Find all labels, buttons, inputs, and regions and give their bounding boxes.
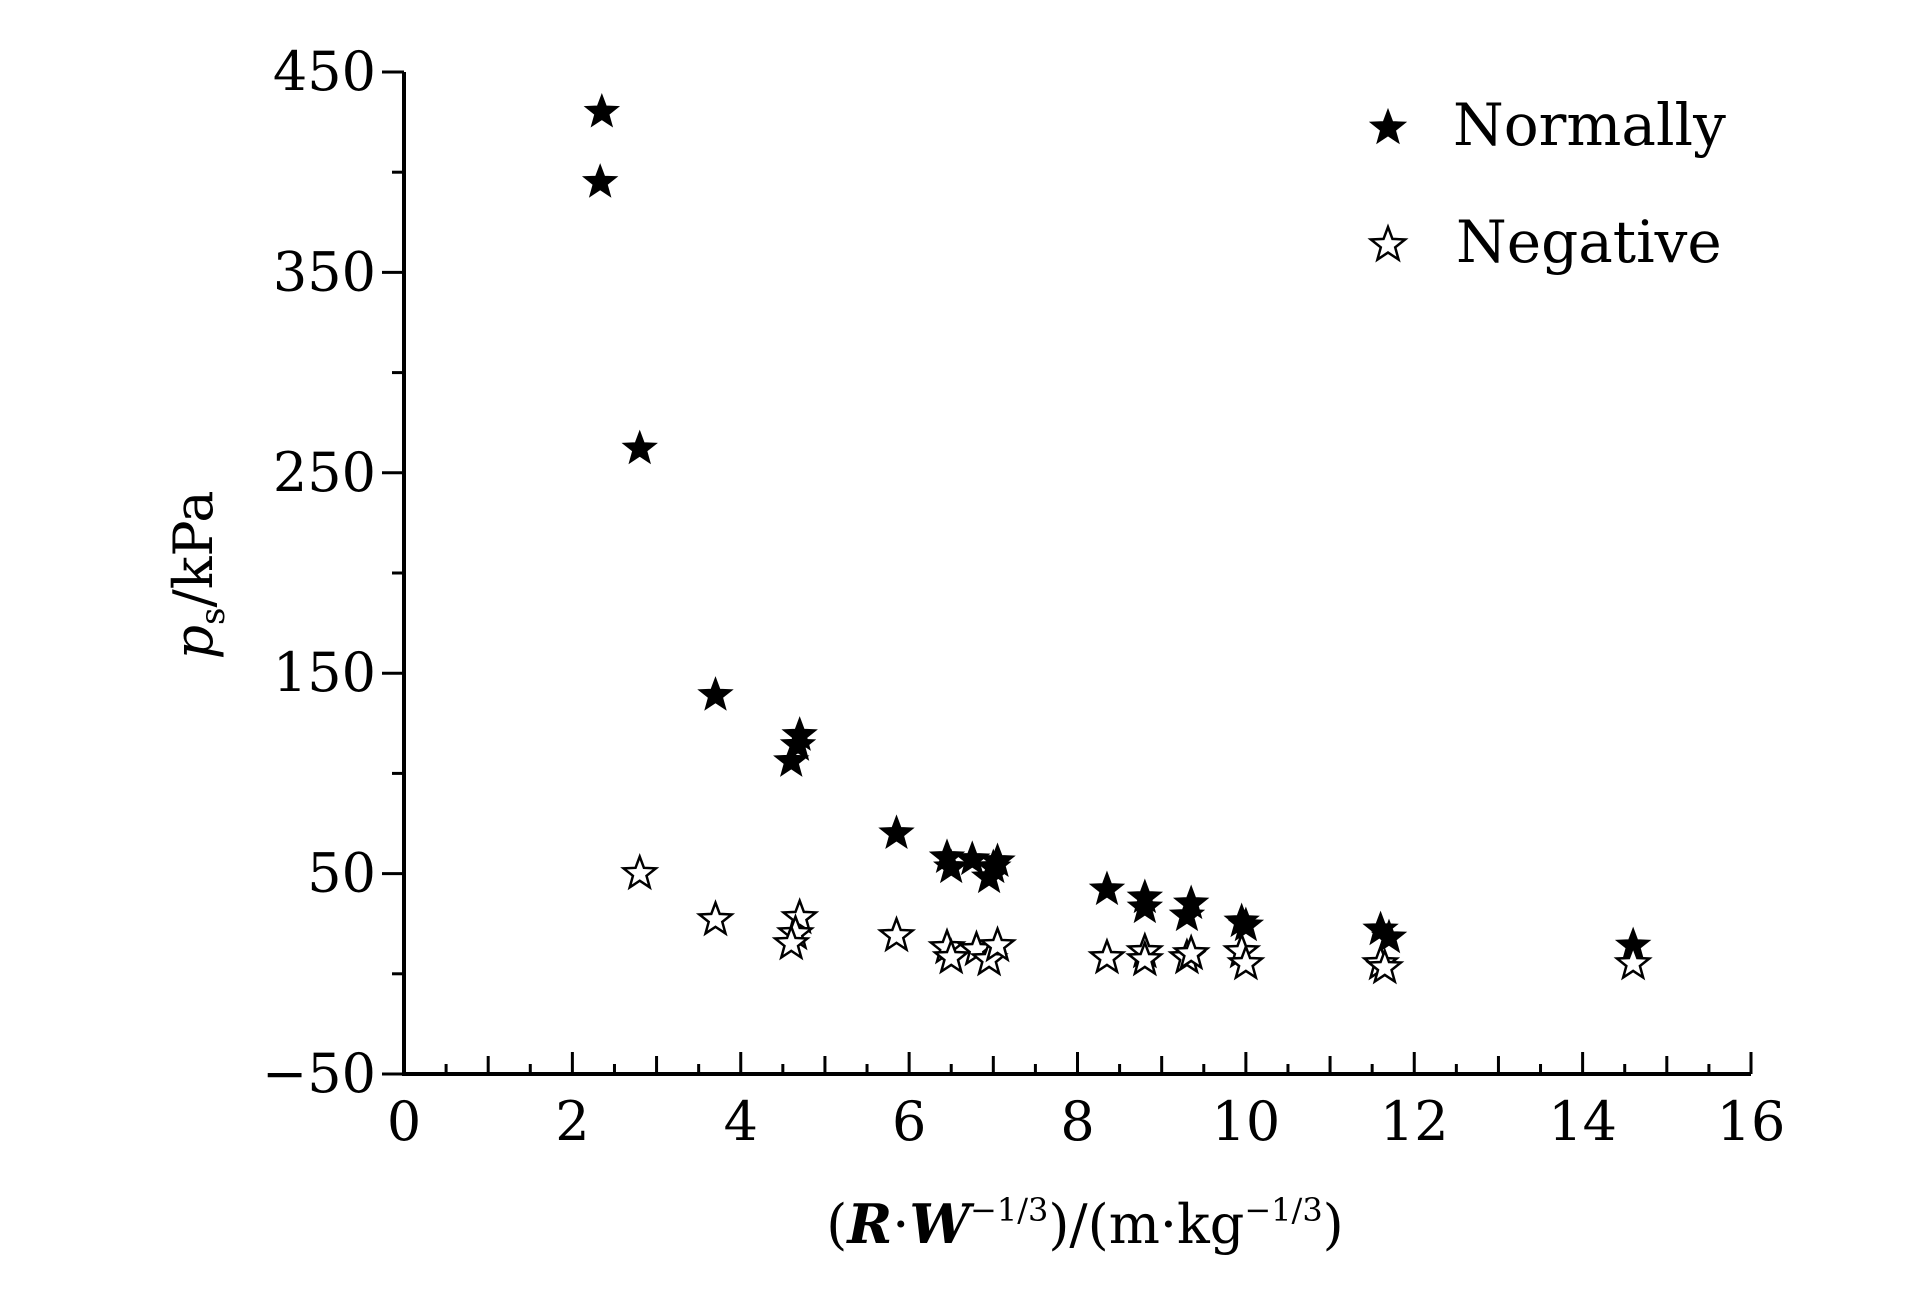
x-tick-label: 12 [1380, 1090, 1449, 1153]
negative-point [771, 923, 811, 961]
normally-point [1168, 896, 1206, 932]
negative-point [1125, 939, 1165, 977]
data-points [581, 92, 1653, 985]
x-tick-label: 10 [1212, 1090, 1281, 1153]
y-axis-title-sub: s [193, 608, 233, 625]
series-negative [620, 853, 1653, 985]
negative-point [695, 899, 736, 937]
normally-point [1370, 918, 1408, 954]
normally-point [1227, 906, 1265, 942]
negative-point [1613, 943, 1653, 981]
x-axis-title-mid: )/(m·kg [1048, 1193, 1244, 1256]
normally-point [581, 163, 619, 198]
negative-point [1365, 947, 1405, 985]
normally-point [954, 840, 991, 876]
x-tick-label: 8 [1060, 1090, 1094, 1153]
normally-point [1088, 870, 1126, 906]
x-axis-title-exp1: −1/3 [970, 1191, 1048, 1229]
normally-point [1126, 888, 1164, 924]
normally-point [933, 848, 970, 884]
x-tick-label: 14 [1548, 1090, 1617, 1153]
normally-point [779, 726, 817, 761]
x-tick-label: 16 [1717, 1090, 1786, 1153]
x-tick-label: 0 [387, 1090, 421, 1153]
negative-point [1087, 937, 1127, 975]
x-axis-title: (R·W−1/3)/(m·kg−1/3) [826, 1191, 1344, 1256]
legend-marker-negative [1367, 223, 1409, 263]
normally-point [583, 92, 621, 128]
axis-ticks: 0 2 4 6 8 10 12 14 16 −50 50 150 250 350 450 [262, 40, 1785, 1153]
y-tick-label: −50 [262, 1042, 376, 1105]
y-axis-title: ps/kPa [162, 490, 233, 659]
normally-point [979, 842, 1016, 878]
normally-point [621, 429, 658, 465]
x-tick-label: 2 [555, 1090, 589, 1153]
negative-point [620, 853, 660, 891]
x-axis-title-w: W [909, 1192, 975, 1256]
normally-point [773, 742, 810, 777]
legend-star-hollow [1367, 223, 1409, 263]
y-tick-label: 250 [273, 441, 376, 504]
x-tick-label: 6 [892, 1090, 926, 1153]
legend-label-normally: Normally [1453, 91, 1726, 159]
negative-point [876, 915, 917, 953]
negative-point [1171, 933, 1211, 971]
legend: Normally Negative [1367, 91, 1726, 276]
y-axis-title-unit: /kPa [162, 490, 225, 607]
y-tick-label: 150 [273, 641, 376, 704]
legend-marker-normally [1368, 107, 1408, 145]
x-tick-label: 4 [724, 1090, 758, 1153]
negative-point [931, 937, 971, 975]
x-axis-title-dot: · [892, 1193, 909, 1256]
negative-point [977, 925, 1018, 963]
x-axis-title-r: R [845, 1192, 892, 1256]
y-tick-label: 50 [307, 842, 376, 905]
x-axis-title-open: ( [826, 1193, 847, 1256]
x-axis-title-exp2: −1/3 [1244, 1191, 1322, 1229]
y-tick-label: 350 [273, 240, 376, 303]
normally-point [878, 814, 915, 850]
legend-star-filled [1368, 107, 1408, 145]
negative-point [1226, 943, 1266, 981]
y-axis-title-p: p [162, 625, 225, 660]
legend-label-negative: Negative [1456, 208, 1722, 276]
normally-point [697, 676, 734, 711]
x-axis-title-close: ) [1323, 1193, 1344, 1256]
y-tick-label: 450 [273, 40, 376, 103]
